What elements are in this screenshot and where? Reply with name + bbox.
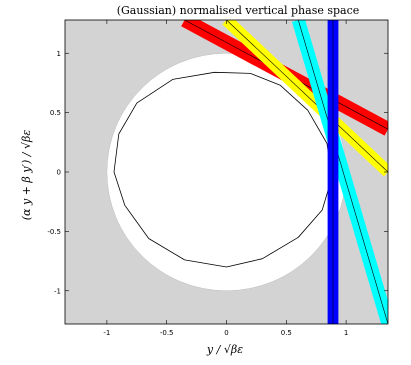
y-tick-label: 0.5 (50, 109, 61, 117)
y-tick-label: 1 (57, 50, 61, 58)
x-tick-label: 0.5 (281, 329, 292, 337)
y-tick-label: 0 (57, 169, 61, 177)
chart-title: (Gaussian) normalised vertical phase spa… (117, 4, 360, 17)
beam-ellipse (113, 71, 333, 268)
x-tick-label: -0.5 (160, 329, 174, 337)
y-axis-label: (α y + β y′) / √βε (20, 130, 33, 221)
x-tick-label: -1 (103, 329, 110, 337)
band-2 (292, 20, 388, 324)
y-tick-label: -1 (54, 287, 61, 295)
band-1 (222, 20, 388, 177)
x-axis-label: y / √βε (206, 343, 243, 356)
y-tick-label: -0.5 (47, 228, 61, 236)
plot-area (65, 20, 388, 324)
x-tick-label: 0 (224, 329, 228, 337)
x-tick-label: 1 (344, 329, 348, 337)
band-centerline-1 (226, 20, 388, 173)
band-centerline-2 (297, 20, 388, 324)
